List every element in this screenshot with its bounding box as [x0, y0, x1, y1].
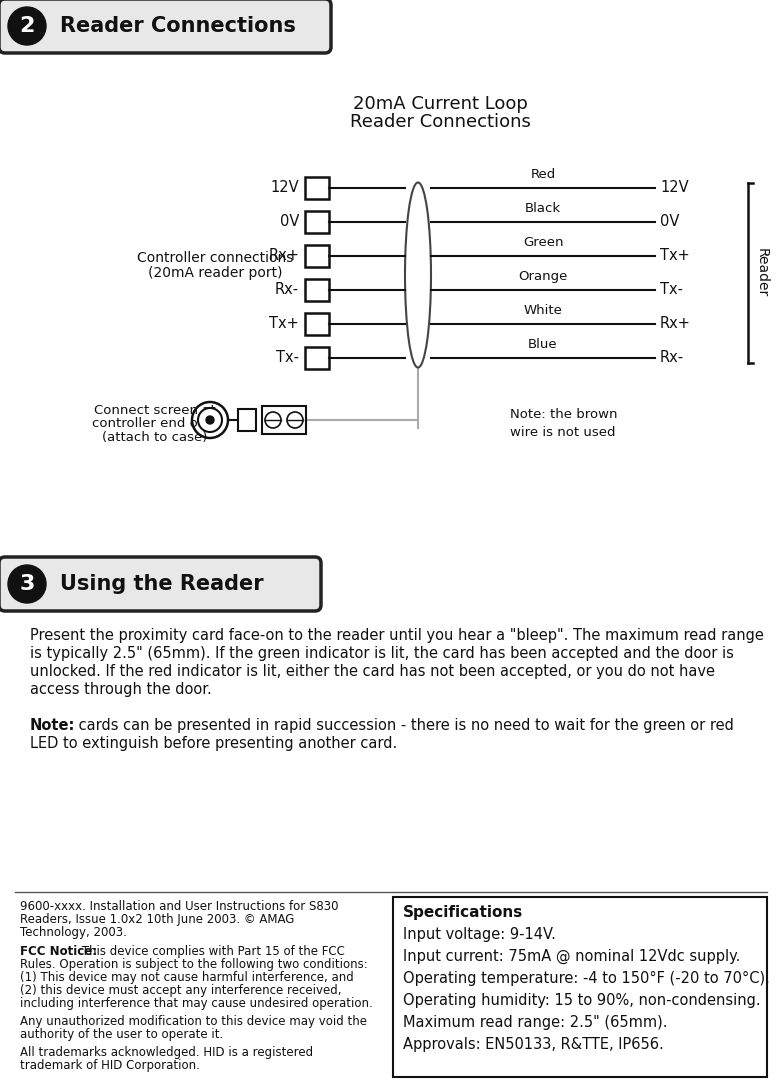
- Text: authority of the user to operate it.: authority of the user to operate it.: [20, 1028, 223, 1041]
- Text: Rx-: Rx-: [660, 350, 684, 365]
- Text: cards can be presented in rapid succession - there is no need to wait for the gr: cards can be presented in rapid successi…: [74, 718, 734, 733]
- Bar: [305, 245, 329, 267]
- Text: Input voltage: 9-14V.: Input voltage: 9-14V.: [403, 927, 556, 942]
- Circle shape: [8, 7, 46, 45]
- Circle shape: [192, 401, 228, 437]
- Text: is typically 2.5" (65mm). If the green indicator is lit, the card has been accep: is typically 2.5" (65mm). If the green i…: [30, 646, 734, 661]
- Text: Note:: Note:: [30, 718, 75, 733]
- Text: Rx+: Rx+: [268, 249, 299, 264]
- Text: (attach to case): (attach to case): [102, 432, 208, 444]
- Text: 12V: 12V: [660, 180, 689, 195]
- Text: Any unauthorized modification to this device may void the: Any unauthorized modification to this de…: [20, 1015, 367, 1028]
- Text: White: White: [524, 304, 562, 317]
- Bar: [305, 313, 329, 335]
- Text: controller end only: controller end only: [92, 418, 218, 431]
- Text: Approvals: EN50133, R&TTE, IP656.: Approvals: EN50133, R&TTE, IP656.: [403, 1038, 664, 1052]
- Text: wire is not used: wire is not used: [510, 425, 615, 439]
- Text: (2) this device must accept any interference received,: (2) this device must accept any interfer…: [20, 984, 342, 997]
- Text: FCC Notice:: FCC Notice:: [20, 945, 97, 958]
- Text: Input current: 75mA @ nominal 12Vdc supply.: Input current: 75mA @ nominal 12Vdc supp…: [403, 949, 741, 964]
- Text: Present the proximity card face-on to the reader until you hear a "bleep". The m: Present the proximity card face-on to th…: [30, 628, 764, 643]
- Text: 9600-xxxx. Installation and User Instructions for S830: 9600-xxxx. Installation and User Instruc…: [20, 900, 339, 913]
- Text: Red: Red: [530, 168, 556, 181]
- Text: Connect screen at: Connect screen at: [94, 404, 216, 417]
- Text: Reader Connections: Reader Connections: [60, 16, 296, 36]
- Text: 0V: 0V: [280, 215, 299, 229]
- Text: Rules. Operation is subject to the following two conditions:: Rules. Operation is subject to the follo…: [20, 958, 368, 971]
- Text: Tx-: Tx-: [276, 350, 299, 365]
- Text: 20mA Current Loop: 20mA Current Loop: [353, 95, 527, 113]
- Bar: [305, 177, 329, 199]
- Text: Orange: Orange: [518, 269, 568, 283]
- Bar: [305, 279, 329, 301]
- Text: This device complies with Part 15 of the FCC: This device complies with Part 15 of the…: [78, 945, 345, 958]
- Bar: [305, 347, 329, 369]
- Text: LED to extinguish before presenting another card.: LED to extinguish before presenting anot…: [30, 736, 397, 751]
- Text: 2: 2: [20, 16, 34, 36]
- Text: Reader: Reader: [755, 249, 769, 298]
- Text: 0V: 0V: [660, 215, 680, 229]
- Text: Blue: Blue: [528, 338, 558, 351]
- Text: unlocked. If the red indicator is lit, either the card has not been accepted, or: unlocked. If the red indicator is lit, e…: [30, 664, 715, 679]
- Text: Specifications: Specifications: [403, 906, 523, 920]
- Text: (20mA reader port): (20mA reader port): [148, 266, 282, 280]
- Text: Note: the brown: Note: the brown: [510, 408, 618, 421]
- Text: Technology, 2003.: Technology, 2003.: [20, 926, 127, 939]
- Text: Operating temperature: -4 to 150°F (-20 to 70°C).: Operating temperature: -4 to 150°F (-20 …: [403, 971, 769, 986]
- Text: Tx+: Tx+: [660, 249, 690, 264]
- Bar: [238, 409, 256, 431]
- Text: Maximum read range: 2.5" (65mm).: Maximum read range: 2.5" (65mm).: [403, 1015, 668, 1030]
- Text: Controller connections: Controller connections: [137, 251, 293, 265]
- Text: Tx-: Tx-: [660, 283, 683, 298]
- Text: Readers, Issue 1.0x2 10th June 2003. © AMAG: Readers, Issue 1.0x2 10th June 2003. © A…: [20, 913, 294, 926]
- Text: Rx+: Rx+: [660, 316, 691, 332]
- Text: Green: Green: [522, 236, 563, 249]
- Bar: [305, 211, 329, 233]
- Text: Rx-: Rx-: [275, 283, 299, 298]
- Circle shape: [198, 408, 222, 432]
- Text: Operating humidity: 15 to 90%, non-condensing.: Operating humidity: 15 to 90%, non-conde…: [403, 993, 761, 1008]
- Text: 12V: 12V: [271, 180, 299, 195]
- Text: Black: Black: [525, 202, 561, 215]
- FancyBboxPatch shape: [0, 0, 331, 53]
- Text: (1) This device may not cause harmful interference, and: (1) This device may not cause harmful in…: [20, 971, 353, 984]
- Text: trademark of HID Corporation.: trademark of HID Corporation.: [20, 1059, 200, 1072]
- FancyBboxPatch shape: [0, 558, 321, 611]
- Bar: [393, 897, 767, 1077]
- Text: Tx+: Tx+: [269, 316, 299, 332]
- Bar: [262, 406, 306, 434]
- Ellipse shape: [405, 182, 431, 368]
- Text: Reader Connections: Reader Connections: [350, 113, 530, 131]
- Text: including interference that may cause undesired operation.: including interference that may cause un…: [20, 997, 373, 1010]
- Text: access through the door.: access through the door.: [30, 682, 212, 697]
- Text: 3: 3: [20, 575, 34, 595]
- Circle shape: [8, 565, 46, 603]
- Text: Using the Reader: Using the Reader: [60, 574, 264, 594]
- Circle shape: [287, 412, 303, 428]
- Circle shape: [206, 416, 214, 424]
- Text: All trademarks acknowledged. HID is a registered: All trademarks acknowledged. HID is a re…: [20, 1046, 313, 1059]
- Circle shape: [265, 412, 281, 428]
